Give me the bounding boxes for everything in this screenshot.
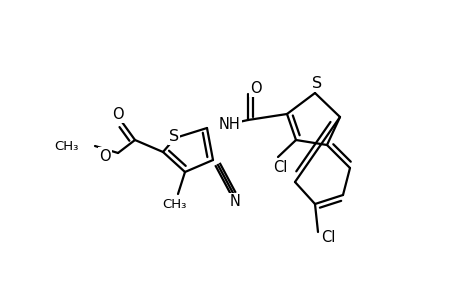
Text: O: O [99, 148, 111, 164]
Text: NH: NH [218, 116, 240, 131]
Text: CH₃: CH₃ [55, 140, 79, 152]
Text: Cl: Cl [272, 160, 286, 175]
Text: S: S [168, 128, 179, 143]
Text: O: O [250, 80, 261, 95]
Text: Cl: Cl [320, 230, 335, 245]
Text: N: N [229, 194, 240, 209]
Text: CH₃: CH₃ [162, 197, 186, 211]
Text: O: O [112, 106, 123, 122]
Text: S: S [311, 76, 321, 91]
